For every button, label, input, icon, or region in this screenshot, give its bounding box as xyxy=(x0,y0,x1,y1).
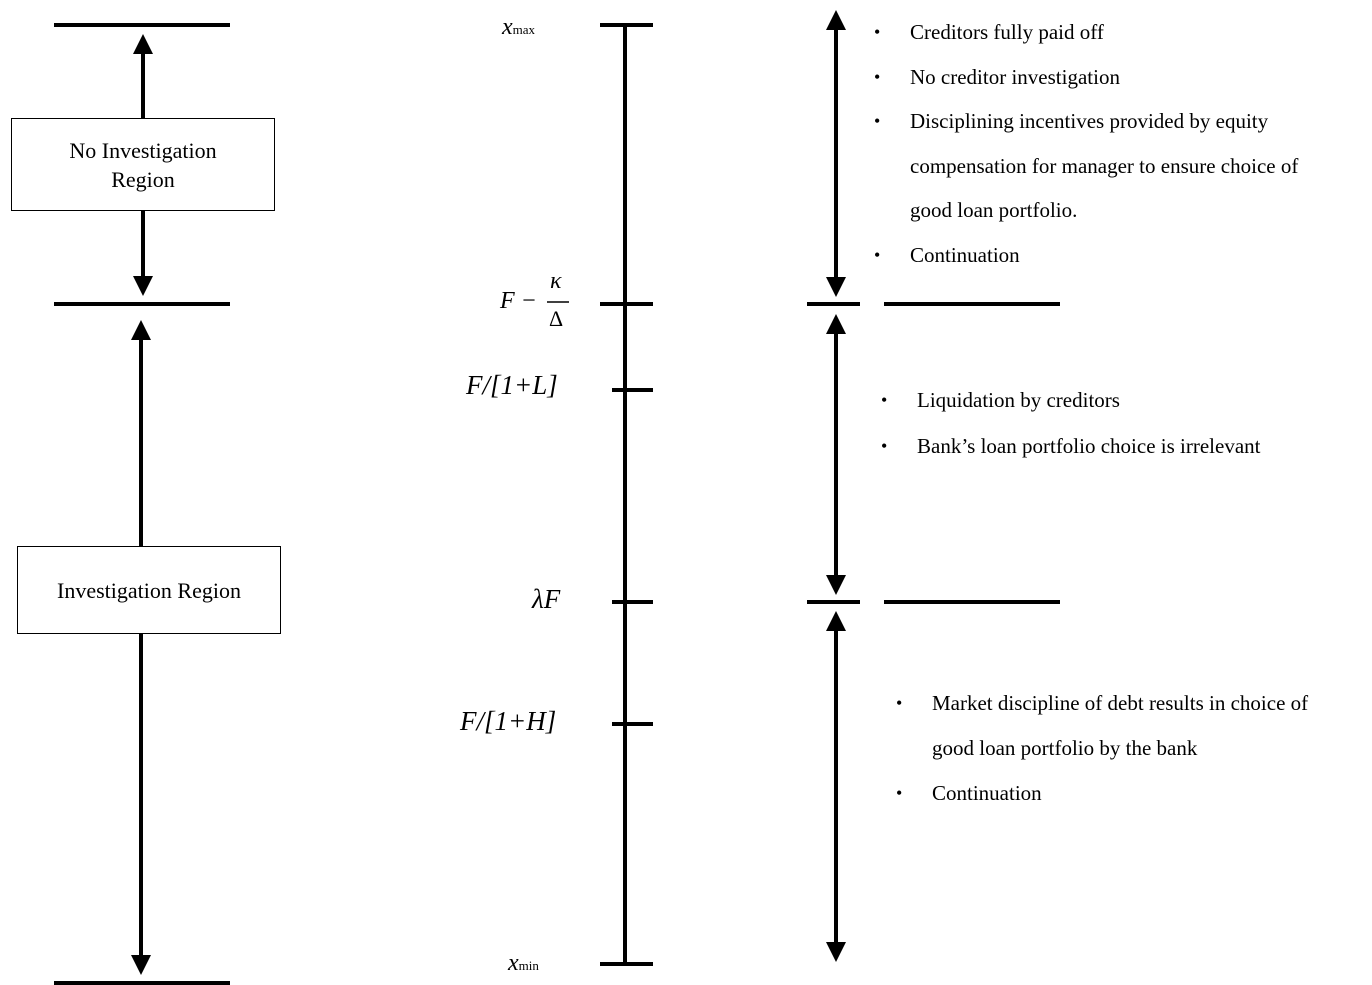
bottom-bullet-list: Market discipline of debt results in cho… xyxy=(896,681,1336,816)
middle-bullet-item: Liquidation by creditors xyxy=(881,377,1351,423)
label-f-minus-text: F − xyxy=(500,288,537,314)
top-bullet-item: Continuation xyxy=(874,233,1344,278)
label-lambda-f: λF xyxy=(532,584,560,615)
label-kappa-text: κ xyxy=(550,268,562,294)
investigation-region-label: Investigation Region xyxy=(57,577,241,603)
top-bullet-item: Creditors fully paid off xyxy=(874,10,1344,55)
label-kappa: κ xyxy=(550,268,562,295)
top-bullet-list: Creditors fully paid off No creditor inv… xyxy=(874,10,1344,277)
label-f-over-1-plus-h: F/[1+H] xyxy=(460,706,556,737)
label-delta: Δ xyxy=(549,306,563,332)
middle-bullet-list: Liquidation by creditors Bank’s loan por… xyxy=(881,377,1351,469)
label-x-min-base: x xyxy=(508,950,519,976)
label-f-over-1-plus-l-text: F/[1+L] xyxy=(466,370,558,400)
label-f-over-1-plus-h-text: F/[1+H] xyxy=(460,706,557,736)
investigation-region-box: Investigation Region xyxy=(17,546,281,634)
label-x-max: xmax xyxy=(502,14,535,41)
label-lambda-f-text: λF xyxy=(532,584,561,614)
no-investigation-region-label: No Investigation Region xyxy=(69,137,217,192)
label-x-max-base: x xyxy=(502,14,513,40)
label-f-over-1-plus-l: F/[1+L] xyxy=(466,370,558,401)
label-x-min-sub: min xyxy=(518,958,539,973)
top-bullet-item: No creditor investigation xyxy=(874,55,1344,100)
label-f-minus: F − xyxy=(500,288,537,315)
top-bullet-item: Disciplining incentives provided by equi… xyxy=(874,99,1344,233)
label-delta-text: Δ xyxy=(549,306,564,331)
bottom-bullet-item: Market discipline of debt results in cho… xyxy=(896,681,1336,771)
middle-bullet-item: Bank’s loan portfolio choice is irreleva… xyxy=(881,423,1351,469)
label-x-min: xmin xyxy=(508,950,539,977)
no-investigation-region-box: No Investigation Region xyxy=(11,118,275,211)
label-x-max-sub: max xyxy=(512,22,536,37)
bottom-bullet-item: Continuation xyxy=(896,771,1336,816)
